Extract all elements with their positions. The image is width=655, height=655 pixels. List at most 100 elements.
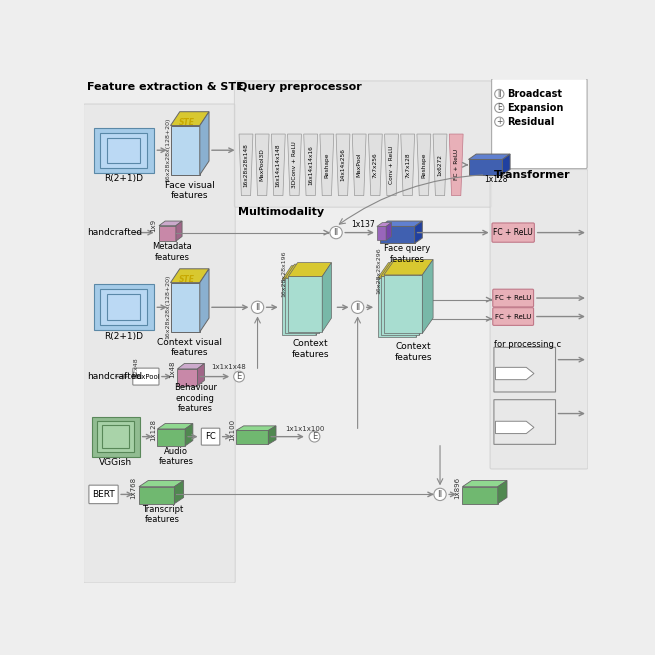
Polygon shape bbox=[282, 280, 316, 335]
FancyBboxPatch shape bbox=[492, 223, 534, 242]
Polygon shape bbox=[462, 487, 498, 504]
Text: 1x128: 1x128 bbox=[150, 419, 156, 441]
Text: FC + ReLU: FC + ReLU bbox=[495, 314, 531, 320]
Text: II: II bbox=[333, 228, 339, 237]
Text: +: + bbox=[496, 117, 502, 126]
Text: R(2+1)D: R(2+1)D bbox=[104, 174, 143, 183]
Polygon shape bbox=[498, 481, 507, 504]
Text: 1x1x1x48: 1x1x1x48 bbox=[211, 364, 246, 370]
Polygon shape bbox=[282, 266, 326, 280]
Text: FC + ReLU: FC + ReLU bbox=[493, 228, 533, 237]
Text: 3DConv + ReLU: 3DConv + ReLU bbox=[292, 141, 297, 188]
Text: 16x28x28x296: 16x28x28x296 bbox=[377, 248, 382, 294]
Text: Behaviour
encoding
features: Behaviour encoding features bbox=[174, 383, 217, 413]
Polygon shape bbox=[384, 275, 422, 333]
Text: Feature extraction & STE: Feature extraction & STE bbox=[87, 82, 244, 92]
Polygon shape bbox=[170, 269, 209, 283]
Text: R(2+1)D: R(2+1)D bbox=[104, 332, 143, 341]
Text: Residual: Residual bbox=[507, 117, 554, 126]
Polygon shape bbox=[384, 259, 433, 275]
Polygon shape bbox=[495, 421, 534, 434]
Polygon shape bbox=[381, 276, 419, 335]
Text: VGGish: VGGish bbox=[100, 458, 132, 467]
Text: 7x7x256: 7x7x256 bbox=[373, 152, 378, 178]
FancyBboxPatch shape bbox=[493, 290, 534, 307]
FancyBboxPatch shape bbox=[133, 368, 159, 385]
Text: Transformer: Transformer bbox=[494, 170, 571, 180]
Text: 1x128: 1x128 bbox=[483, 175, 507, 184]
Polygon shape bbox=[384, 134, 398, 196]
FancyBboxPatch shape bbox=[89, 485, 118, 504]
Polygon shape bbox=[422, 259, 433, 333]
Text: 32x48: 32x48 bbox=[134, 358, 138, 377]
Polygon shape bbox=[288, 134, 301, 196]
Polygon shape bbox=[319, 264, 328, 333]
Text: Conv + ReLU: Conv + ReLU bbox=[389, 145, 394, 184]
Text: II: II bbox=[355, 303, 360, 312]
FancyBboxPatch shape bbox=[201, 428, 220, 445]
Polygon shape bbox=[157, 429, 185, 446]
Polygon shape bbox=[236, 430, 269, 444]
Polygon shape bbox=[304, 134, 318, 196]
Polygon shape bbox=[380, 221, 422, 227]
Text: Face visual
features: Face visual features bbox=[165, 181, 215, 200]
Polygon shape bbox=[286, 264, 328, 278]
Text: 16x28x28x148: 16x28x28x148 bbox=[244, 143, 248, 187]
Polygon shape bbox=[170, 112, 209, 126]
Polygon shape bbox=[449, 134, 463, 196]
Text: STE: STE bbox=[179, 275, 195, 284]
Text: 1x1x1x100: 1x1x1x100 bbox=[285, 426, 324, 432]
Polygon shape bbox=[352, 134, 366, 196]
Text: Context
features: Context features bbox=[292, 339, 329, 358]
FancyBboxPatch shape bbox=[493, 308, 534, 326]
Text: BERT: BERT bbox=[92, 490, 115, 499]
Polygon shape bbox=[139, 487, 174, 504]
Text: Face query
features: Face query features bbox=[384, 244, 430, 264]
Polygon shape bbox=[381, 261, 430, 276]
Polygon shape bbox=[100, 133, 147, 168]
Text: Broadcast: Broadcast bbox=[507, 89, 562, 99]
Text: MaxPool: MaxPool bbox=[357, 153, 362, 177]
Polygon shape bbox=[170, 126, 200, 175]
Polygon shape bbox=[100, 290, 147, 326]
Polygon shape bbox=[502, 154, 510, 175]
Polygon shape bbox=[401, 134, 415, 196]
Text: E: E bbox=[236, 372, 242, 381]
Text: Transcript
features: Transcript features bbox=[142, 505, 183, 524]
Polygon shape bbox=[468, 154, 510, 159]
Text: handcrafted: handcrafted bbox=[87, 228, 143, 237]
Polygon shape bbox=[269, 426, 276, 444]
Polygon shape bbox=[176, 221, 182, 241]
Text: Audio
features: Audio features bbox=[159, 447, 193, 466]
Circle shape bbox=[352, 301, 364, 314]
Text: Reshape: Reshape bbox=[324, 152, 329, 178]
Text: FC + ReLU: FC + ReLU bbox=[454, 149, 458, 180]
Text: Context
features: Context features bbox=[394, 343, 432, 362]
Polygon shape bbox=[386, 223, 392, 240]
Polygon shape bbox=[416, 263, 427, 337]
Polygon shape bbox=[159, 221, 182, 226]
Polygon shape bbox=[94, 128, 153, 172]
FancyBboxPatch shape bbox=[490, 170, 588, 469]
Polygon shape bbox=[377, 227, 386, 240]
Polygon shape bbox=[316, 266, 326, 335]
Text: Query preprocessor: Query preprocessor bbox=[238, 82, 362, 92]
Polygon shape bbox=[159, 226, 176, 241]
Text: 16x28x28x(128+20): 16x28x28x(128+20) bbox=[166, 118, 171, 182]
Text: II: II bbox=[497, 90, 502, 98]
FancyBboxPatch shape bbox=[234, 81, 492, 207]
Circle shape bbox=[234, 371, 244, 382]
Polygon shape bbox=[139, 481, 183, 487]
Polygon shape bbox=[239, 134, 253, 196]
Text: Expansion: Expansion bbox=[507, 103, 563, 113]
Polygon shape bbox=[107, 138, 140, 162]
Text: 1x48: 1x48 bbox=[169, 361, 175, 379]
Text: 16x28x28x(128+20): 16x28x28x(128+20) bbox=[166, 275, 171, 339]
Polygon shape bbox=[102, 426, 129, 448]
Polygon shape bbox=[378, 278, 416, 337]
Text: FC + ReLU: FC + ReLU bbox=[495, 295, 531, 301]
Text: Metadata
features: Metadata features bbox=[152, 242, 192, 261]
Polygon shape bbox=[377, 223, 392, 227]
Polygon shape bbox=[380, 227, 415, 244]
Text: Context visual
features: Context visual features bbox=[157, 337, 222, 357]
